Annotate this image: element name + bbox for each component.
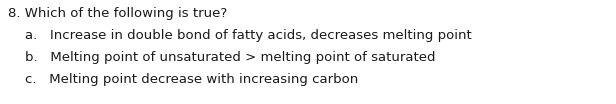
- Text: a.   Increase in double bond of fatty acids, decreases melting point: a. Increase in double bond of fatty acid…: [8, 29, 472, 42]
- Text: 8. Which of the following is true?: 8. Which of the following is true?: [8, 7, 227, 20]
- Text: b.   Melting point of unsaturated > melting point of saturated: b. Melting point of unsaturated > meltin…: [8, 51, 436, 64]
- Text: c.   Melting point decrease with increasing carbon: c. Melting point decrease with increasin…: [8, 73, 359, 86]
